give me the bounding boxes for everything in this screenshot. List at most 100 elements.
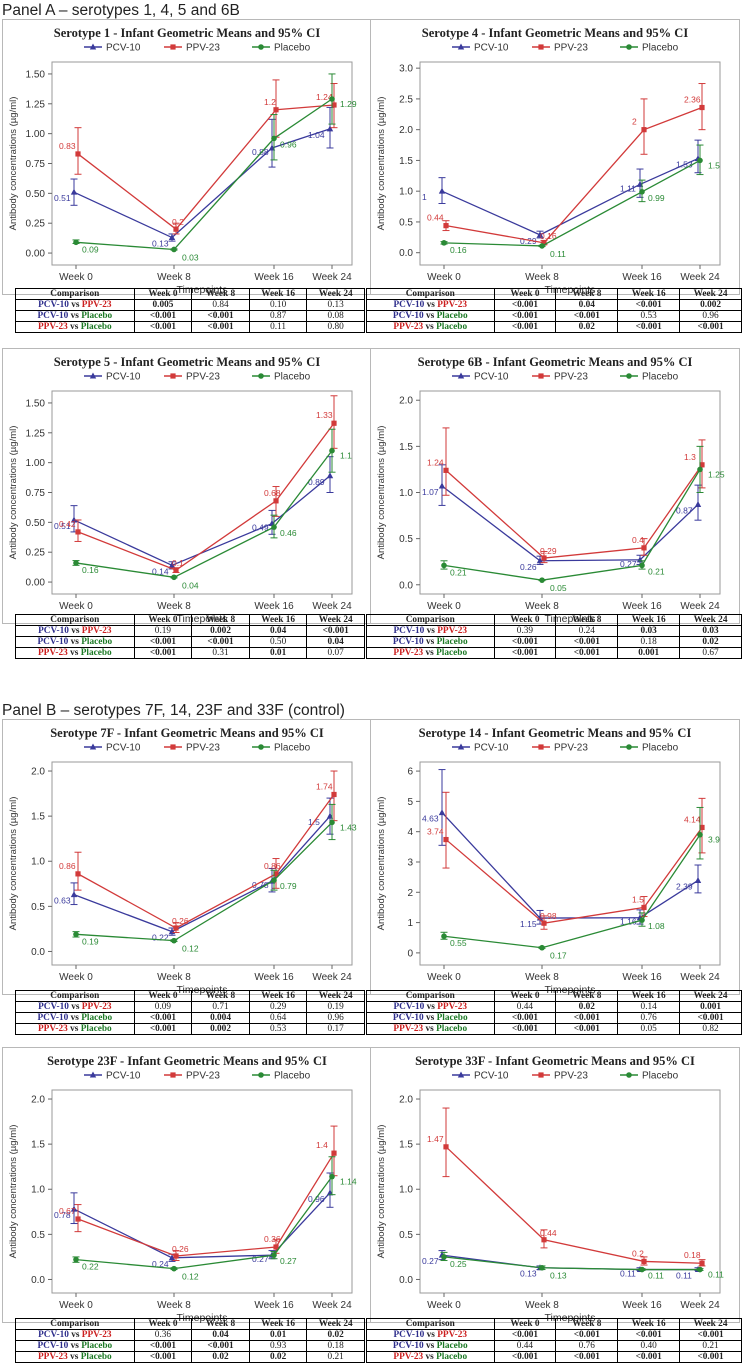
table-header-cell: Comparison — [366, 614, 495, 626]
table-header-cell: Week 8 — [555, 288, 619, 300]
series-line-placebo — [75, 450, 333, 578]
legend-marker — [258, 44, 264, 50]
legend-item-pcv-10: PCV-10 — [84, 372, 141, 383]
data-point-placebo — [73, 1256, 79, 1263]
x-tick-label: Week 16 — [254, 601, 294, 612]
legend-label: Placebo — [642, 372, 679, 383]
legend-marker — [538, 44, 544, 50]
data-point-placebo — [639, 188, 645, 195]
table-row: PCV-10 vs Placebo <0.001 0.004 0.64 0.96 — [15, 1012, 365, 1024]
data-label-placebo: 0.25 — [450, 1259, 467, 1269]
table-header-cell: Week 24 — [306, 288, 365, 300]
table-header-cell: Week 0 — [493, 614, 557, 626]
y-tick-label: 0.0 — [31, 947, 45, 958]
comparison-label: PCV-10 vs PPV-23 — [366, 625, 495, 637]
data-label-placebo: 1.14 — [340, 1177, 357, 1187]
data-label-pcv-10: 1.53 — [676, 160, 693, 170]
data-label-pcv-10: 1.11 — [620, 183, 636, 193]
data-label-pcv-10: 0.24 — [152, 1259, 169, 1269]
data-label-pcv-10: 0.63 — [54, 896, 71, 906]
x-tick-label: Week 16 — [254, 272, 294, 283]
series-line-pcv-10 — [441, 812, 699, 919]
x-tick-label: Week 0 — [427, 272, 461, 283]
legend-item-ppv-23: PPV-23 — [164, 372, 220, 383]
chart-frame — [2, 19, 372, 295]
data-label-pcv-10: 4.63 — [422, 814, 439, 824]
x-tick-label: Week 8 — [525, 272, 559, 283]
y-tick-label: 1.5 — [399, 156, 413, 167]
data-label-ppv-23: 0.67 — [59, 1206, 76, 1216]
data-point-placebo — [73, 239, 79, 246]
plot-area — [419, 61, 721, 266]
y-tick-label: 1.25 — [26, 99, 46, 110]
legend-label: Placebo — [274, 43, 311, 54]
data-point-ppv-23 — [641, 904, 647, 911]
comparison-label: PCV-10 vs PPV-23 — [15, 1329, 135, 1341]
legend-item-placebo: Placebo — [252, 43, 311, 54]
p-value-cell: 0.84 — [191, 299, 250, 311]
legend-label: PCV-10 — [106, 43, 141, 54]
data-label-pcv-10: 0.78 — [54, 1210, 71, 1220]
legend-label: PPV-23 — [186, 743, 220, 754]
data-label-placebo: 0.04 — [182, 580, 199, 590]
data-point-pcv-10 — [168, 561, 176, 568]
data-label-ppv-23: 0.86 — [264, 861, 281, 871]
p-value-cell: 0.001 — [617, 647, 681, 659]
chart-6: Serotype 23F - Infant Geometric Means an… — [2, 1047, 378, 1325]
data-point-placebo — [271, 524, 277, 530]
legend-label: PCV-10 — [474, 743, 509, 754]
p-value-cell: 0.80 — [306, 321, 365, 333]
y-tick-label: 0.5 — [31, 902, 45, 913]
table-row: PCV-10 vs PPV-23 0.09 0.71 0.29 0.19 — [15, 1001, 365, 1013]
series-line-ppv-23 — [77, 104, 335, 231]
data-label-ppv-23: 2 — [632, 117, 637, 127]
series-line-pcv-10 — [73, 815, 331, 933]
comparison-label: PCV-10 vs PPV-23 — [366, 299, 495, 311]
data-label-ppv-23: 4.14 — [684, 814, 701, 824]
data-point-placebo — [171, 574, 177, 581]
data-label-placebo: 1.5 — [708, 160, 720, 170]
comparison-label: PPV-23 vs Placebo — [15, 321, 135, 333]
data-point-ppv-23 — [273, 107, 279, 113]
table-row: PPV-23 vs Placebo <0.001 <0.001 0.001 0.67 — [366, 647, 742, 659]
y-tick-label: 0.00 — [26, 249, 46, 260]
table-header-cell: Week 8 — [191, 288, 250, 300]
data-point-pcv-10 — [694, 876, 702, 883]
x-tick-label: Week 24 — [312, 972, 352, 983]
p-value-cell: 0.005 — [133, 299, 193, 311]
data-label-placebo: 0.16 — [450, 245, 467, 255]
y-tick-label: 0.25 — [26, 219, 46, 230]
y-axis-label: Antibody concentrations (µg/ml) — [8, 797, 19, 931]
data-label-pcv-10: 0.78 — [252, 880, 269, 890]
table-header-row: Comparison Week 0 Week 8 Week 16 Week 24 — [15, 288, 365, 300]
y-tick-label: 1.00 — [26, 458, 46, 469]
data-label-placebo: 0.46 — [280, 528, 297, 538]
comparison-label: PPV-23 vs Placebo — [366, 647, 495, 659]
p-value-cell: 0.18 — [617, 636, 681, 648]
table-header-cell: Week 24 — [306, 614, 365, 626]
p-value-cell: <0.001 — [555, 1023, 619, 1035]
data-point-pcv-10 — [70, 1205, 78, 1212]
legend-item-placebo: Placebo — [620, 1071, 679, 1082]
legend-item-ppv-23: PPV-23 — [532, 372, 588, 383]
comparison-table-1: Comparison Week 0 Week 8 Week 16 Week 24 PCV-… — [366, 288, 742, 333]
data-label-ppv-23: 0.2 — [632, 1248, 644, 1258]
p-value-cell: 0.21 — [679, 1340, 742, 1352]
y-tick-label: 1.0 — [31, 857, 45, 868]
p-value-cell: 0.36 — [133, 1329, 193, 1341]
chart-frame — [2, 719, 372, 995]
comparison-label: PCV-10 vs Placebo — [15, 1012, 135, 1024]
p-value-cell: <0.001 — [555, 647, 619, 659]
table-header-cell: Week 16 — [248, 990, 308, 1002]
series-line-pcv-10 — [73, 475, 331, 567]
data-label-ppv-23: 0.36 — [264, 1234, 281, 1244]
data-label-ppv-23: 0.42 — [59, 519, 76, 529]
data-point-pcv-10 — [168, 1254, 176, 1261]
data-label-ppv-23: 0.26 — [172, 1244, 189, 1254]
table-row: PCV-10 vs Placebo <0.001 <0.001 0.93 0.18 — [15, 1340, 365, 1352]
p-value-cell: <0.001 — [679, 1012, 742, 1024]
table-row: PCV-10 vs PPV-23 <0.001 <0.001 <0.001 <0.001 — [366, 1329, 742, 1341]
data-point-pcv-10 — [326, 125, 334, 132]
table-header-cell: Week 16 — [248, 614, 308, 626]
table-header-cell: Comparison — [15, 990, 135, 1002]
